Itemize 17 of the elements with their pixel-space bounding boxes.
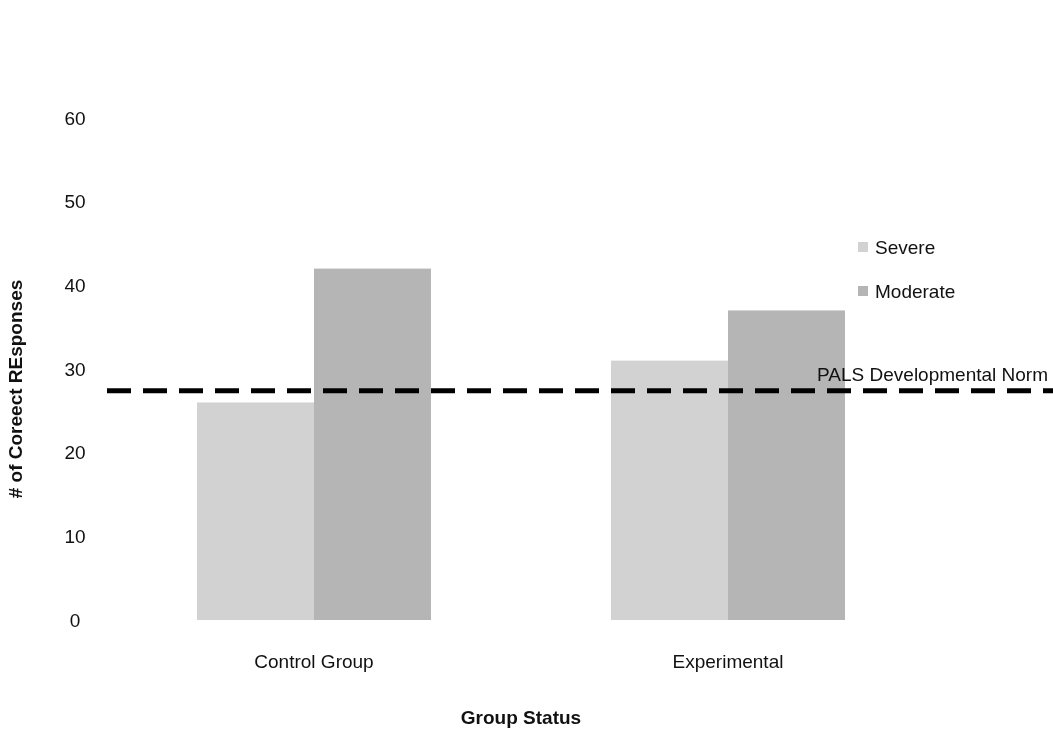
y-tick-label: 60 — [64, 107, 86, 129]
y-tick-label: 0 — [69, 609, 81, 631]
legend-label: Severe — [875, 236, 936, 258]
y-tick-label: 50 — [64, 191, 86, 213]
y-axis-title: # of Coreect REsponses — [5, 279, 26, 499]
legend-label: Moderate — [875, 280, 956, 302]
y-tick-label: 20 — [64, 442, 86, 464]
x-tick-label: Control Group — [254, 651, 374, 672]
bar — [611, 360, 728, 620]
y-tick-label: 40 — [64, 274, 86, 296]
bar — [197, 402, 314, 620]
y-tick-label: 30 — [64, 358, 86, 380]
bar — [314, 268, 431, 620]
ref-line-label: PALS Developmental Norm — [817, 363, 1048, 385]
x-axis-title: Group Status — [460, 707, 582, 728]
x-tick-label: Experimental — [672, 651, 784, 672]
y-tick-label: 10 — [64, 525, 86, 547]
